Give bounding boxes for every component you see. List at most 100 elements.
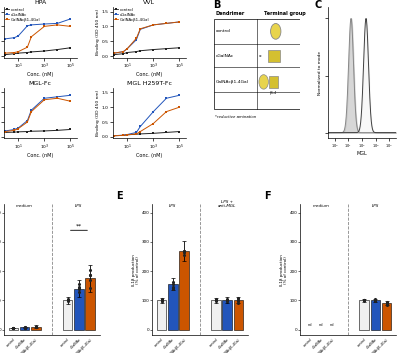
Point [64, 298, 71, 304]
Circle shape [259, 75, 268, 89]
Text: medium: medium [313, 204, 330, 208]
Text: cGalNAc: cGalNAc [216, 54, 234, 58]
Point [170, 286, 176, 291]
Point [224, 296, 230, 301]
Bar [214, 19, 300, 109]
Point [76, 286, 82, 291]
Point [224, 298, 230, 304]
Point [372, 298, 378, 303]
Bar [359, 300, 369, 329]
Point [22, 325, 28, 330]
Point [372, 297, 378, 302]
Point [76, 281, 82, 286]
Point [76, 289, 82, 294]
Point [213, 297, 219, 302]
Bar [382, 303, 391, 329]
Point [235, 297, 242, 303]
Point [10, 325, 17, 331]
Point [372, 297, 378, 303]
Point [181, 249, 187, 255]
Text: *reductive amination: *reductive amination [215, 115, 256, 119]
Text: β1-4: β1-4 [269, 91, 276, 95]
Point [383, 300, 390, 306]
Bar [31, 327, 41, 329]
Point [170, 284, 176, 290]
Point [87, 273, 93, 278]
Point [22, 324, 28, 330]
Point [181, 248, 187, 253]
Text: nd: nd [308, 323, 312, 327]
X-axis label: Conc. (nM): Conc. (nM) [136, 72, 162, 77]
Text: GalNAcβ1-4Gal: GalNAcβ1-4Gal [221, 338, 241, 353]
Point [383, 300, 390, 306]
Point [158, 298, 165, 304]
Point [64, 297, 71, 303]
Point [33, 324, 39, 330]
Point [235, 298, 242, 304]
Bar [85, 279, 95, 329]
Bar [157, 300, 166, 329]
Point [372, 298, 378, 303]
Point [33, 324, 39, 330]
Text: control: control [208, 338, 219, 348]
Text: GalNAcβ1-4Gal: GalNAcβ1-4Gal [167, 338, 187, 353]
Text: LPS: LPS [169, 204, 176, 208]
Bar [20, 328, 30, 329]
Title: HPA: HPA [34, 0, 46, 5]
Point [87, 277, 93, 283]
Text: GalNAcβ1-4Gal: GalNAcβ1-4Gal [216, 80, 249, 84]
Point [361, 298, 367, 303]
Bar [63, 300, 72, 329]
Text: control: control [302, 338, 313, 348]
Text: nd: nd [330, 323, 334, 327]
Text: control: control [154, 338, 164, 348]
Text: LPS +
anti-MGL: LPS + anti-MGL [218, 200, 236, 208]
Y-axis label: IL1β production
(% of control): IL1β production (% of control) [280, 254, 288, 286]
Bar [168, 284, 178, 329]
Text: E: E [116, 191, 122, 201]
Text: cGalNAc: cGalNAc [163, 338, 176, 350]
Point [224, 297, 230, 303]
Bar [268, 50, 280, 62]
Text: GalNAcβ1-4Gal: GalNAcβ1-4Gal [315, 338, 335, 353]
Point [158, 296, 165, 302]
Text: control: control [356, 338, 367, 348]
Point [235, 295, 242, 301]
Y-axis label: Binding (OD 450 nm): Binding (OD 450 nm) [96, 9, 100, 55]
Point [383, 301, 390, 306]
Point [33, 325, 39, 330]
Bar [179, 251, 189, 329]
Text: nd: nd [319, 323, 323, 327]
Point [213, 297, 219, 303]
Point [76, 287, 82, 292]
Text: cGalNAc: cGalNAc [15, 338, 28, 350]
Point [170, 286, 176, 292]
X-axis label: Conc. (nM): Conc. (nM) [27, 72, 54, 77]
Bar [269, 76, 278, 88]
Point [10, 325, 17, 331]
Text: medium: medium [16, 204, 33, 208]
Y-axis label: Normalized to mode: Normalized to mode [318, 50, 322, 95]
Text: **: ** [76, 224, 82, 229]
Text: F: F [264, 191, 271, 201]
Point [361, 297, 367, 303]
Point [361, 297, 367, 303]
Point [213, 297, 219, 303]
Point [87, 286, 93, 291]
Bar [222, 300, 232, 329]
Text: control: control [6, 338, 16, 348]
Text: control: control [60, 338, 70, 348]
Point [64, 297, 71, 303]
Title: MGL H259T-Fc: MGL H259T-Fc [127, 81, 172, 86]
Text: cGalNAc: cGalNAc [366, 338, 378, 350]
Title: MGL-Fc: MGL-Fc [29, 81, 52, 86]
Point [158, 298, 165, 304]
Bar [234, 300, 243, 329]
Circle shape [270, 23, 281, 39]
Point [87, 267, 93, 273]
Text: LPS: LPS [372, 204, 379, 208]
Legend: control, cGalNAc, GalNAcβ1-4Gal: control, cGalNAc, GalNAcβ1-4Gal [5, 8, 41, 22]
Point [158, 298, 165, 303]
Point [10, 325, 17, 331]
Point [76, 285, 82, 290]
